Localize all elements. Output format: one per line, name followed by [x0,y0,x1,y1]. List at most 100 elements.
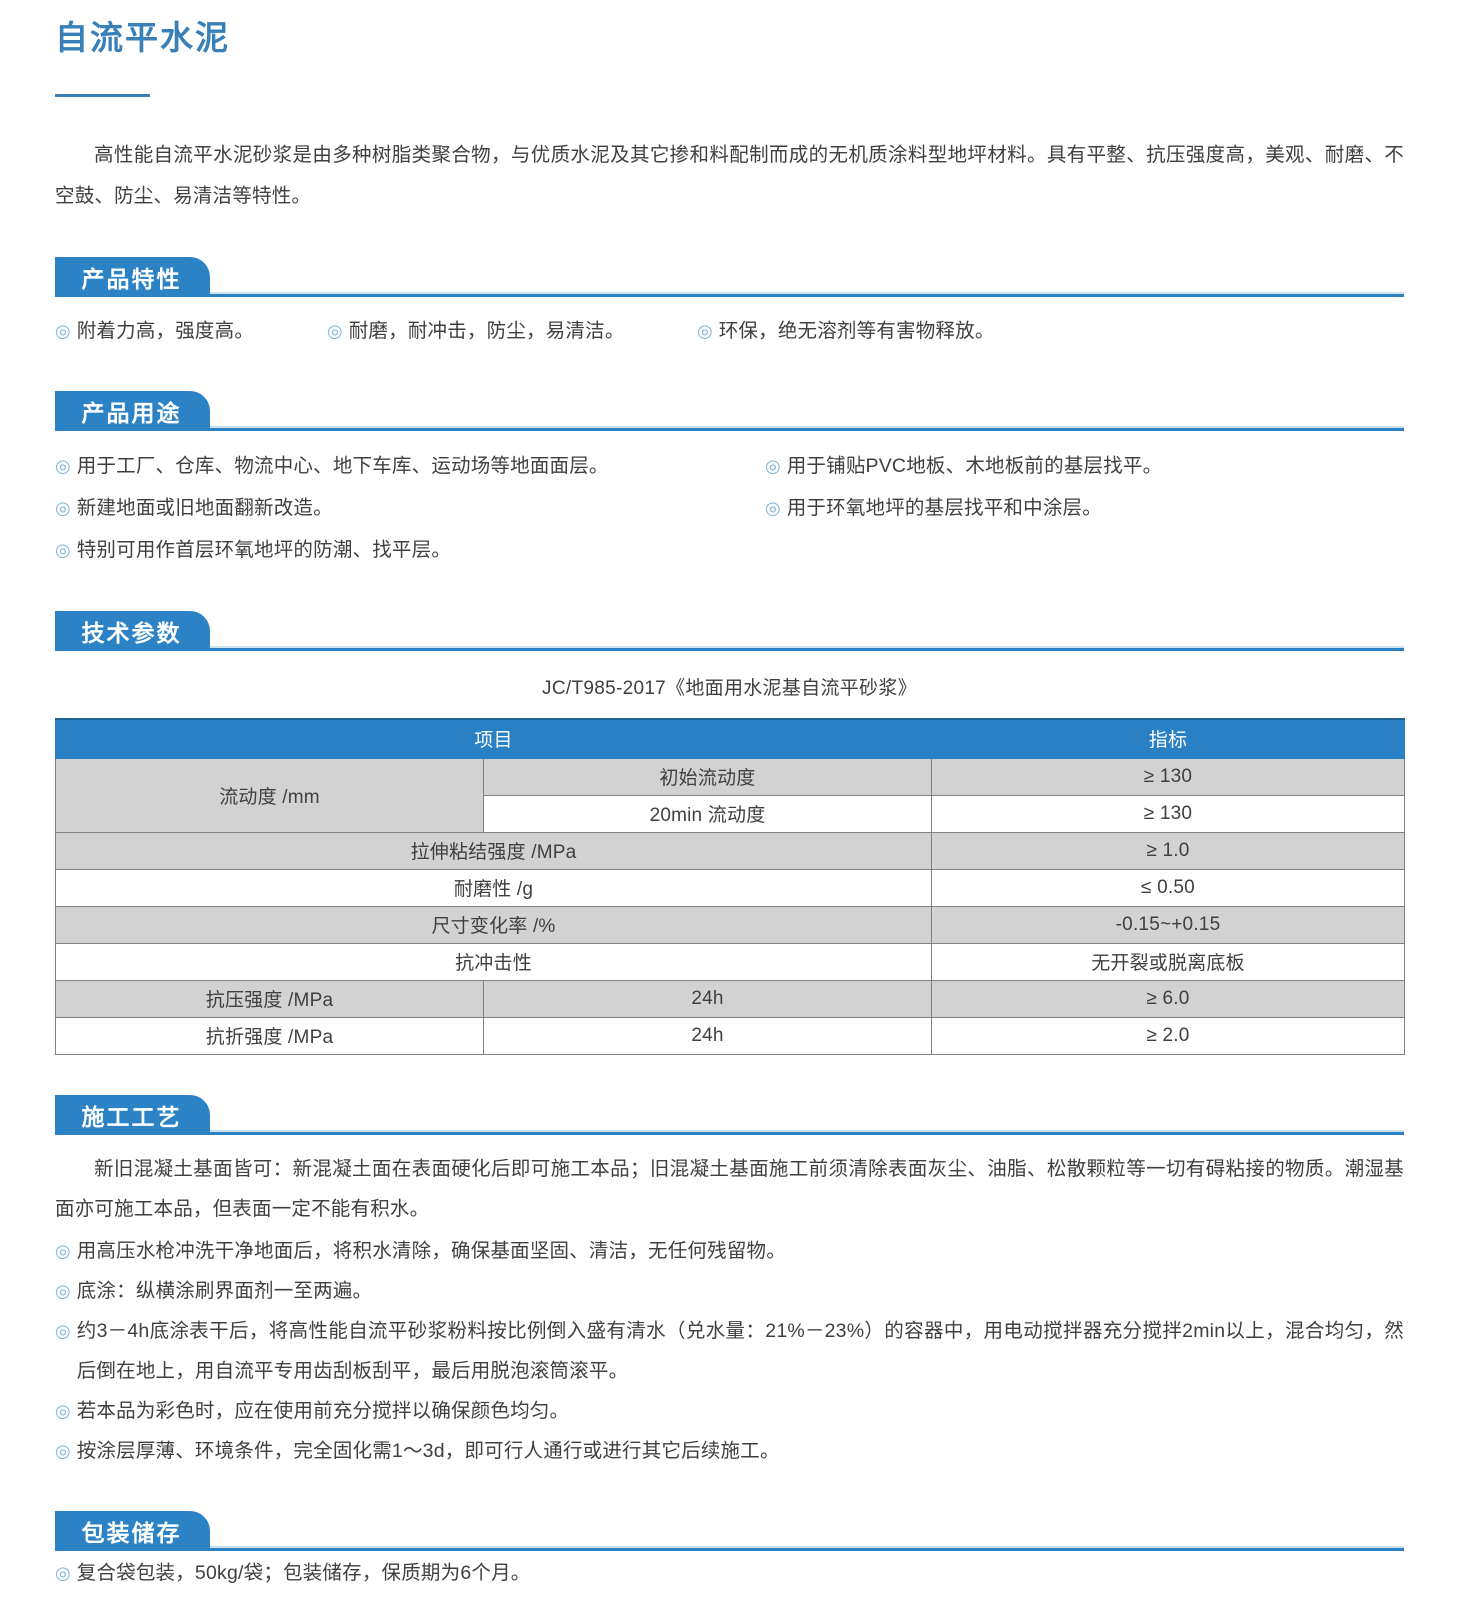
double-circle-icon: ◎ [55,1320,71,1341]
row-sub: 24h [483,979,932,1018]
table-row: 拉伸粘结强度 /MPa ≥ 1.0 [55,831,1405,870]
list-item-label: 耐磨，耐冲击，防尘，易清洁。 [348,319,625,342]
use-list: ◎ 用于工厂、仓库、物流中心、地下车库、运动场等地面面层。 ◎ 用于铺贴PVC地… [55,445,1404,571]
list-item: ◎ 复合袋包装，50kg/袋；包装储存，保质期为6个月。 [55,1553,1404,1593]
double-circle-icon: ◎ [55,1280,71,1301]
row-value: ≥ 130 [931,794,1405,833]
row-sub: 20min 流动度 [483,794,932,833]
row-item: 流动度 /mm [55,757,484,833]
list-item: ◎ 特别可用作首层环氧地坪的防潮、找平层。 [55,529,765,571]
list-item-label: 特别可用作首层环氧地坪的防潮、找平层。 [76,538,452,561]
column-header-item: 项目 [55,717,932,759]
double-circle-icon: ◎ [55,539,71,560]
double-circle-icon: ◎ [765,497,781,518]
section-divider [55,293,1404,297]
row-item: 抗压强度 /MPa [55,979,484,1018]
standard-reference: JC/T985-2017《地面用水泥基自流平砂浆》 [542,677,917,699]
list-item-label: 若本品为彩色时，应在使用前充分搅拌以确保颜色均匀。 [76,1399,570,1422]
section-divider [55,647,1404,651]
section-divider [55,1131,1404,1135]
section-header-features: 产品特性 [55,256,1404,297]
double-circle-icon: ◎ [55,1562,71,1583]
row-value: -0.15~+0.15 [931,905,1405,944]
row-value: ≥ 6.0 [931,979,1405,1018]
process-paragraph: 新旧混凝土基面皆可：新混凝土面在表面硬化后即可施工本品；旧混凝土基面施工前须清除… [55,1157,1404,1220]
row-item: 抗冲击性 [55,942,932,981]
list-item-label: 新建地面或旧地面翻新改造。 [76,496,333,519]
section-uses: 产品用途 ◎ 用于工厂、仓库、物流中心、地下车库、运动场等地面面层。 ◎ 用于铺… [55,390,1404,571]
section-features: 产品特性 ◎ 附着力高，强度高。 ◎ 耐磨，耐冲击，防尘，易清洁。 ◎ 环保，绝… [55,256,1404,351]
section-divider-light [55,1545,1404,1548]
list-item-label: 环保，绝无溶剂等有害物释放。 [718,319,995,342]
section-tab-label: 产品特性 [55,256,210,297]
list-item: ◎ 若本品为彩色时，应在使用前充分搅拌以确保颜色均匀。 [55,1391,1404,1431]
section-packaging: 包装储存 ◎ 复合袋包装，50kg/袋；包装储存，保质期为6个月。 [55,1510,1404,1593]
table-header-row: 项目 指标 [55,717,1405,759]
table-row: 抗折强度 /MPa 24h ≥ 2.0 [55,1016,1405,1055]
intro-paragraph: 高性能自流平水泥砂浆是由多种树脂类聚合物，与优质水泥及其它掺和料配制而成的无机质… [55,143,1404,207]
section-divider [55,427,1404,431]
list-item-label: 用于环氧地坪的基层找平和中涂层。 [786,496,1102,519]
double-circle-icon: ◎ [55,1400,71,1421]
section-header-packaging: 包装储存 [55,1510,1404,1551]
double-circle-icon: ◎ [55,320,71,341]
list-item: ◎ 用于工厂、仓库、物流中心、地下车库、运动场等地面面层。 [55,445,765,487]
list-item: ◎ 用于环氧地坪的基层找平和中涂层。 [765,487,1404,529]
list-item-label: 按涂层厚薄、环境条件，完全固化需1～3d，即可行人通行或进行其它后续施工。 [76,1439,780,1462]
section-tech: 技术参数 JC/T985-2017《地面用水泥基自流平砂浆》 项目 指标 流动度… [55,610,1405,1055]
row-sub: 24h [483,1016,932,1055]
double-circle-icon: ◎ [327,320,343,341]
section-divider-light [55,1129,1404,1132]
list-item: ◎ 用高压水枪冲洗干净地面后，将积水清除，确保基面坚固、清洁，无任何残留物。 [55,1231,1404,1271]
table-row: 流动度 /mm 初始流动度 ≥ 130 [55,757,1405,833]
row-value: 无开裂或脱离底板 [931,942,1405,981]
row-value: ≥ 2.0 [931,1016,1405,1055]
double-circle-icon: ◎ [55,1240,71,1261]
process-list: ◎ 用高压水枪冲洗干净地面后，将积水清除，确保基面坚固、清洁，无任何残留物。 ◎… [55,1231,1404,1471]
list-item-label: 底涂：纵横涂刷界面剂一至两遍。 [76,1279,373,1302]
row-item: 拉伸粘结强度 /MPa [55,831,932,870]
row-item: 尺寸变化率 /% [55,905,932,944]
row-value: ≥ 130 [931,757,1405,796]
double-circle-icon: ◎ [55,497,71,518]
double-circle-icon: ◎ [55,1440,71,1461]
section-divider [55,1547,1404,1551]
double-circle-icon: ◎ [55,455,71,476]
section-tab-label: 技术参数 [55,610,210,651]
tech-parameters-table: 项目 指标 流动度 /mm 初始流动度 ≥ 130 20min 流动度 ≥ 13… [55,717,1405,1055]
table-row: 抗冲击性 无开裂或脱离底板 [55,942,1405,981]
section-tab-label: 施工工艺 [55,1094,210,1135]
row-sub: 初始流动度 [483,757,932,796]
double-circle-icon: ◎ [765,455,781,476]
section-tab-label: 产品用途 [55,390,210,431]
list-item-label: 附着力高，强度高。 [76,319,255,342]
section-header-uses: 产品用途 [55,390,1404,431]
section-tab-label: 包装储存 [55,1510,210,1551]
table-row: 尺寸变化率 /% -0.15~+0.15 [55,905,1405,944]
double-circle-icon: ◎ [697,320,713,341]
list-item-label: 复合袋包装，50kg/袋；包装储存，保质期为6个月。 [76,1561,531,1584]
title-underline [55,93,150,97]
list-item-label: 用于工厂、仓库、物流中心、地下车库、运动场等地面面层。 [76,454,609,477]
section-divider-light [55,425,1404,428]
page-title: 自流平水泥 [55,19,230,56]
feature-list: ◎ 附着力高，强度高。 ◎ 耐磨，耐冲击，防尘，易清洁。 ◎ 环保，绝无溶剂等有… [55,311,1404,351]
table-row: 耐磨性 /g ≤ 0.50 [55,868,1405,907]
section-process: 施工工艺 新旧混凝土基面皆可：新混凝土面在表面硬化后即可施工本品；旧混凝土基面施… [55,1094,1404,1471]
section-divider-light [55,645,1404,648]
table-row: 抗压强度 /MPa 24h ≥ 6.0 [55,979,1405,1018]
list-item: ◎ 新建地面或旧地面翻新改造。 [55,487,765,529]
section-divider-light [55,291,1404,294]
list-item-label: 用高压水枪冲洗干净地面后，将积水清除，确保基面坚固、清洁，无任何残留物。 [76,1239,786,1262]
list-item: ◎ 用于铺贴PVC地板、木地板前的基层找平。 [765,445,1404,487]
list-item: ◎ 按涂层厚薄、环境条件，完全固化需1～3d，即可行人通行或进行其它后续施工。 [55,1431,1404,1471]
list-item: ◎ 附着力高，强度高。 [55,311,327,351]
list-item: ◎ 环保，绝无溶剂等有害物释放。 [697,311,995,351]
list-item: ◎ 约3－4h底涂表干后，将高性能自流平砂浆粉料按比例倒入盛有清水（兑水量：21… [55,1311,1404,1391]
section-header-process: 施工工艺 [55,1094,1404,1135]
row-item: 抗折强度 /MPa [55,1016,484,1055]
row-value: ≥ 1.0 [931,831,1405,870]
list-item: ◎ 底涂：纵横涂刷界面剂一至两遍。 [55,1271,1404,1311]
column-header-index: 指标 [931,717,1405,759]
